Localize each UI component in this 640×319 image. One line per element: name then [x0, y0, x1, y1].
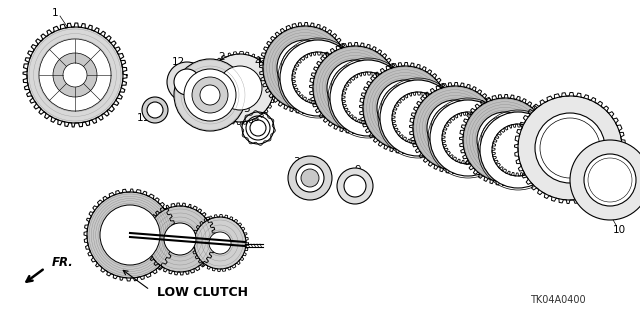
Text: FR.: FR.: [52, 256, 74, 269]
Circle shape: [313, 46, 397, 130]
Text: 2: 2: [219, 52, 225, 62]
Text: 4: 4: [255, 57, 261, 67]
Text: 7: 7: [419, 89, 426, 99]
Circle shape: [442, 112, 494, 164]
Circle shape: [296, 164, 324, 192]
Circle shape: [463, 98, 547, 182]
Text: 6: 6: [346, 61, 352, 71]
Circle shape: [209, 232, 231, 254]
Text: 1: 1: [52, 8, 58, 18]
Text: 5: 5: [244, 104, 250, 114]
Text: 9: 9: [355, 165, 362, 175]
Circle shape: [174, 69, 200, 95]
Circle shape: [277, 40, 333, 96]
Circle shape: [39, 39, 111, 111]
Text: LOW CLUTCH: LOW CLUTCH: [157, 286, 248, 299]
Circle shape: [280, 40, 356, 116]
Circle shape: [147, 102, 163, 118]
Circle shape: [263, 26, 347, 110]
Circle shape: [344, 175, 366, 197]
Text: 3: 3: [292, 157, 300, 167]
Circle shape: [327, 60, 383, 116]
Circle shape: [288, 156, 332, 200]
Circle shape: [480, 112, 556, 188]
Circle shape: [194, 217, 246, 269]
Circle shape: [584, 154, 636, 206]
Circle shape: [142, 97, 168, 123]
Circle shape: [164, 223, 196, 255]
Text: TK04A0400: TK04A0400: [530, 295, 586, 305]
Circle shape: [380, 80, 456, 156]
Circle shape: [413, 86, 497, 170]
Text: 6: 6: [496, 113, 502, 123]
Text: 11: 11: [136, 113, 150, 123]
Text: 6: 6: [445, 99, 452, 109]
Circle shape: [570, 140, 640, 220]
Circle shape: [377, 80, 433, 136]
Circle shape: [200, 85, 220, 105]
Text: 12: 12: [172, 57, 184, 67]
Circle shape: [63, 63, 87, 87]
Text: 7: 7: [468, 108, 476, 118]
Circle shape: [147, 206, 213, 272]
Circle shape: [427, 100, 483, 156]
Text: 7: 7: [369, 70, 375, 80]
Circle shape: [174, 59, 246, 131]
Text: 6: 6: [292, 44, 300, 54]
Circle shape: [292, 52, 344, 104]
Text: 10: 10: [612, 225, 625, 235]
Text: 6: 6: [395, 80, 401, 90]
Circle shape: [492, 124, 544, 176]
Circle shape: [392, 92, 444, 144]
Circle shape: [167, 62, 207, 102]
Circle shape: [53, 53, 97, 97]
Circle shape: [218, 66, 262, 110]
Circle shape: [301, 169, 319, 187]
Text: 8: 8: [589, 122, 595, 132]
Circle shape: [342, 72, 394, 124]
Circle shape: [87, 192, 173, 278]
Circle shape: [363, 66, 447, 150]
Circle shape: [206, 54, 274, 122]
Circle shape: [330, 60, 406, 136]
Circle shape: [27, 27, 123, 123]
Circle shape: [337, 168, 373, 204]
Text: 7: 7: [521, 123, 527, 133]
Text: 7: 7: [317, 51, 324, 61]
Circle shape: [477, 112, 533, 168]
Circle shape: [100, 205, 160, 265]
Circle shape: [535, 113, 605, 183]
Circle shape: [184, 69, 236, 121]
Circle shape: [518, 96, 622, 200]
Circle shape: [430, 100, 506, 176]
Circle shape: [192, 77, 228, 113]
